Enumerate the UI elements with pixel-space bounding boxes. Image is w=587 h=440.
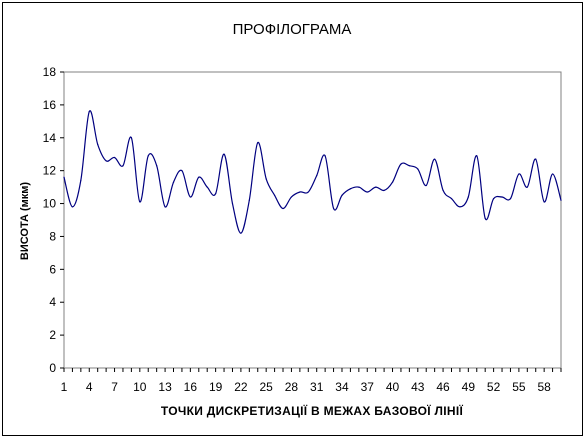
data-point [282,207,284,210]
x-tick-label: 43 [411,380,425,394]
data-point [526,186,528,188]
data-point [459,206,461,208]
data-point [476,155,478,157]
data-point [113,156,116,159]
data-point [198,176,200,178]
x-tick-label: 31 [310,380,324,394]
x-axis-label: ТОЧКИ ДИСКРЕТИЗАЦІЇ В МЕЖАХ БАЗОВОЇ ЛІНІ… [161,403,464,418]
x-tick-label: 52 [487,380,501,394]
data-point [273,194,276,196]
data-point [425,184,427,187]
data-point [88,110,90,113]
data-point [535,158,537,160]
data-point [257,142,259,144]
y-tick-label: 6 [49,262,56,276]
y-tick-label: 16 [43,98,57,112]
x-tick-label: 22 [234,380,248,394]
plot-area [63,71,562,369]
x-tick-label: 55 [512,380,526,394]
x-tick-label: 1 [61,380,68,394]
series-line [63,110,562,234]
x-tick-label: 40 [386,380,400,394]
data-point [349,188,352,190]
data-point [215,193,217,195]
chart-title: ПРОФІЛОГРАМА [233,21,352,38]
data-point [560,199,562,201]
data-point [63,176,65,178]
data-point [391,181,394,183]
x-axis: 1 4 7 10 13 16 19 22 25 28 31 34 37 40 43 46 49 52 55 58 [61,368,562,394]
data-point [375,186,377,188]
data-point [442,189,444,191]
data-point [130,137,132,139]
data-point [147,155,149,157]
y-tick-label: 18 [43,65,57,79]
x-tick-label: 19 [209,380,223,394]
data-point [467,196,469,198]
data-point [172,181,175,183]
data-point [307,191,309,193]
x-tick-label: 46 [436,380,450,394]
x-tick-label: 10 [133,380,147,394]
x-tick-label: 25 [259,380,273,394]
data-point [408,165,410,167]
x-tick-label: 16 [184,380,198,394]
data-point [265,178,267,180]
data-point [417,168,419,170]
x-tick-label: 13 [158,380,172,394]
data-point [383,189,385,191]
data-point [518,173,520,175]
data-point [484,217,486,219]
x-tick-label: 28 [285,380,299,394]
data-point [164,206,166,208]
data-point [493,198,495,200]
data-point [139,201,141,203]
data-point [543,201,545,203]
y-tick-label: 8 [49,229,56,243]
y-tick-label: 4 [49,295,56,309]
data-point [189,196,191,198]
y-tick-label: 2 [49,328,56,342]
x-tick-label: 49 [462,380,476,394]
data-point [156,165,158,167]
data-point [240,232,242,234]
data-point [223,153,225,155]
data-point [501,196,503,198]
data-point [122,165,124,167]
y-tick-label: 10 [43,197,57,211]
data-point [299,191,301,193]
data-point [434,158,436,160]
x-tick-label: 58 [537,380,551,394]
data-point [358,186,360,188]
y-tick-label: 0 [49,361,56,375]
data-point [71,206,74,208]
data-point [231,202,234,205]
y-tick-label: 14 [43,131,57,145]
data-point [105,160,107,162]
data-point [206,186,208,188]
y-axis: 0 2 4 6 8 10 12 14 16 18 [43,65,64,375]
data-point [450,198,453,200]
y-tick-label: 12 [43,164,57,178]
x-tick-label: 4 [86,380,93,394]
x-tick-label: 34 [335,380,349,394]
data-point [341,194,343,196]
data-point [181,170,183,172]
data-point [248,199,250,201]
data-point [80,179,82,182]
data-point [290,196,293,198]
data-point [551,173,554,175]
series-points [63,110,562,234]
x-tick-label: 7 [111,380,118,394]
data-point [316,175,318,177]
data-point [400,163,402,165]
data-point [509,198,512,200]
data-point [366,191,368,193]
data-point [324,155,326,157]
data-point [97,143,99,145]
x-tick-label: 37 [361,380,375,394]
y-axis-label: ВИСОТА (мкм) [19,182,31,261]
data-point [332,207,335,210]
